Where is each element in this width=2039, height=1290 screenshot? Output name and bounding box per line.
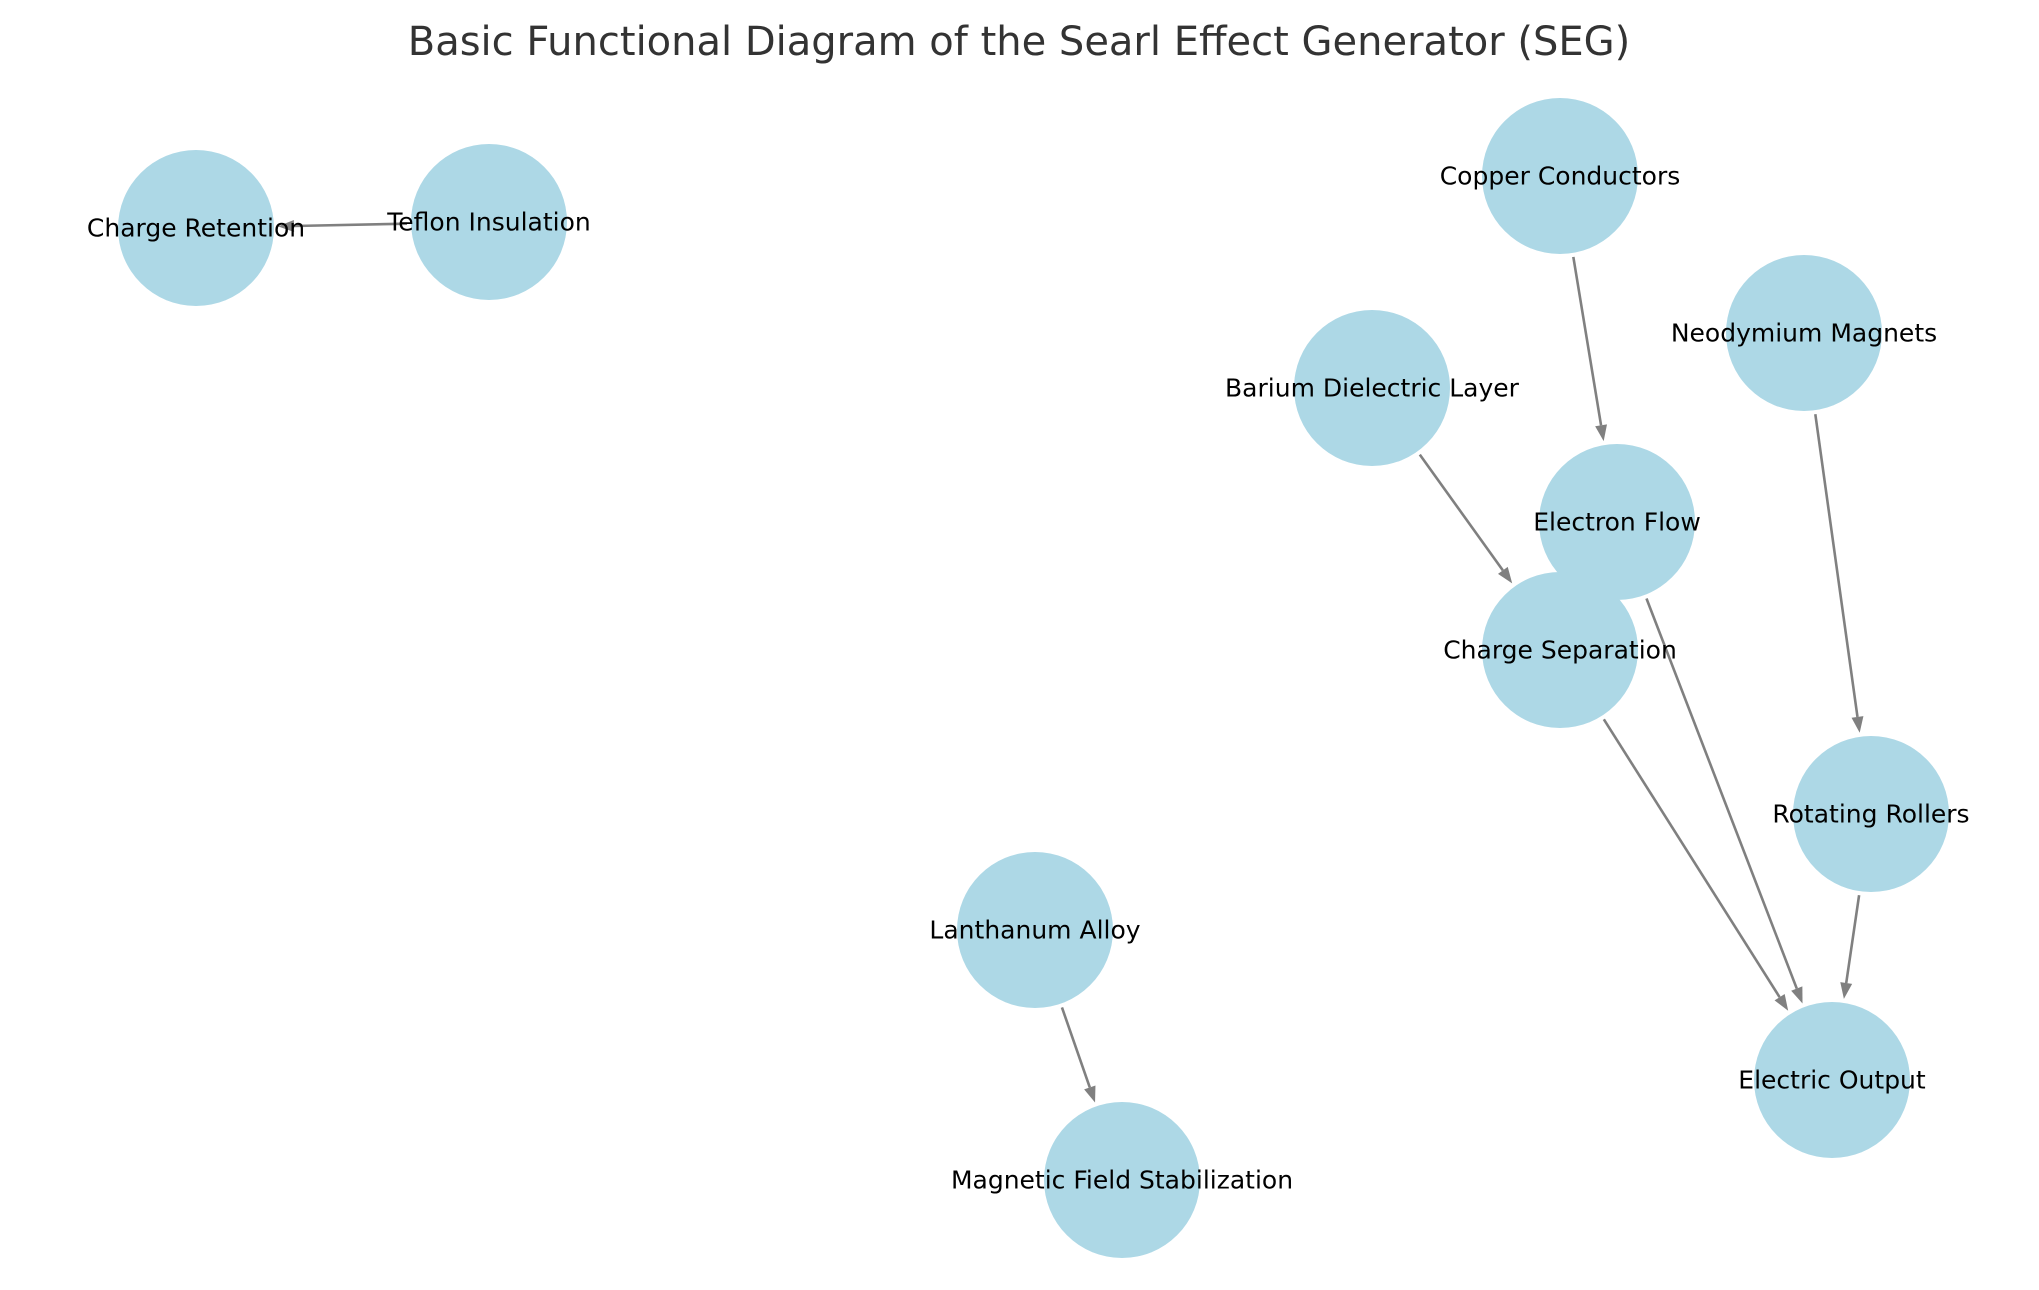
node-circle: [118, 150, 274, 306]
node-lanthanum-alloy: Lanthanum Alloy: [929, 852, 1141, 1008]
edge-copper-conductors-to-electron-flow: [1572, 256, 1607, 442]
node-neodymium-magnets: Neodymium Magnets: [1671, 255, 1937, 411]
node-label: Magnetic Field Stabilization: [951, 1166, 1293, 1195]
node-magnetic-field-stabilization: Magnetic Field Stabilization: [951, 1102, 1293, 1258]
edge-line: [293, 222, 408, 228]
node-charge-retention: Charge Retention: [87, 150, 305, 306]
node-electron-flow: Electron Flow: [1533, 444, 1701, 600]
node-charge-separation: Charge Separation: [1443, 572, 1677, 728]
node-label: Electric Output: [1738, 1066, 1926, 1095]
edge-line: [1814, 414, 1859, 718]
node-circle: [1482, 572, 1638, 728]
edge-line: [1572, 256, 1603, 426]
node-label: Neodymium Magnets: [1671, 319, 1937, 348]
arrow-head: [1497, 566, 1513, 584]
edge-rotating-rollers-to-electric-output: [1840, 894, 1861, 999]
node-circle: [411, 144, 567, 300]
node-circle: [1793, 736, 1949, 892]
arrow-head: [1774, 993, 1789, 1011]
arrow-head: [1851, 716, 1864, 733]
node-circle: [1726, 255, 1882, 411]
arrow-head: [1791, 986, 1803, 1004]
arrow-head: [1840, 982, 1853, 999]
edge-electron-flow-to-electric-output: [1645, 598, 1803, 1004]
edge-line: [1645, 598, 1798, 990]
node-circle: [1294, 310, 1450, 466]
arrow-head: [1084, 1085, 1096, 1103]
node-label: Barium Dielectric Layer: [1225, 374, 1520, 403]
arrow-head: [1595, 424, 1607, 442]
edge-line: [1844, 894, 1861, 984]
node-barium-dielectric-layer: Barium Dielectric Layer: [1225, 310, 1520, 466]
node-circle: [1044, 1102, 1200, 1258]
nodes-layer: Charge Retention Teflon Insulation Copper …: [87, 98, 1970, 1258]
edge-line: [1602, 718, 1781, 998]
node-copper-conductors: Copper Conductors: [1440, 98, 1681, 254]
edges-layer: [277, 219, 1864, 1103]
node-label: Copper Conductors: [1440, 162, 1681, 191]
node-label: Charge Separation: [1443, 636, 1677, 665]
node-label: Electron Flow: [1533, 508, 1701, 537]
node-circle: [1539, 444, 1695, 600]
edge-line: [1060, 1007, 1092, 1088]
node-teflon-insulation: Teflon Insulation: [386, 144, 591, 300]
edge-barium-dielectric-layer-to-charge-separation: [1418, 453, 1513, 584]
node-circle: [1482, 98, 1638, 254]
node-label: Lanthanum Alloy: [929, 916, 1140, 945]
node-label: Charge Retention: [87, 214, 305, 243]
edge-line: [1418, 453, 1504, 572]
edge-teflon-insulation-to-charge-retention: [277, 219, 408, 232]
node-circle: [1754, 1002, 1910, 1158]
node-label: Rotating Rollers: [1772, 800, 1969, 829]
edge-neodymium-magnets-to-rotating-rollers: [1814, 414, 1864, 733]
diagram-title: Basic Functional Diagram of the Searl Ef…: [408, 19, 1631, 65]
node-label: Teflon Insulation: [386, 208, 590, 237]
node-electric-output: Electric Output: [1738, 1002, 1926, 1158]
node-circle: [957, 852, 1113, 1008]
edge-lanthanum-alloy-to-magnetic-field-stabilization: [1060, 1007, 1096, 1103]
node-rotating-rollers: Rotating Rollers: [1772, 736, 1970, 892]
arrow-head: [277, 219, 295, 232]
edge-charge-separation-to-electric-output: [1602, 718, 1789, 1011]
